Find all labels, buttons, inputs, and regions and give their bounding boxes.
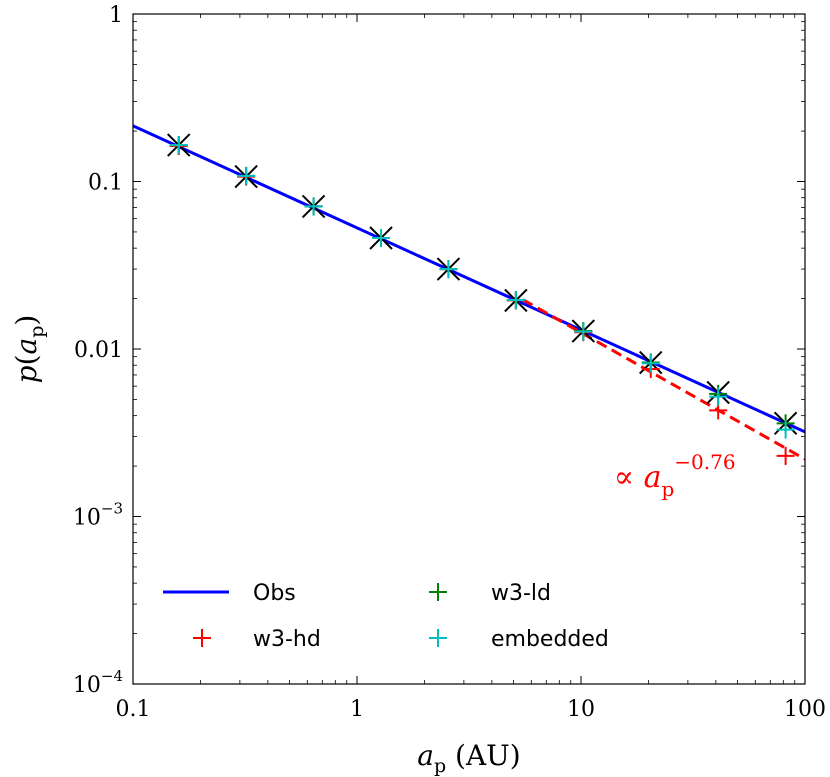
fit-annotation: ∝ ap−0.76: [614, 450, 736, 501]
legend-label-w3-hd: w3-hd: [253, 627, 321, 652]
y-tick-label: 1: [109, 3, 123, 28]
legend-label-embedded: embedded: [491, 627, 609, 652]
y-tick-label: 0.01: [74, 338, 123, 363]
legend-label-w3-ld: w3-ld: [491, 581, 551, 606]
plot-frame: [132, 13, 806, 685]
series-obs-line: [133, 124, 805, 434]
y-tick-label: 10−4: [73, 667, 123, 698]
y-tick-label: 10−3: [73, 500, 123, 531]
x-axis-label: ap (AU): [417, 739, 520, 777]
series-embedded: [169, 136, 795, 439]
series-fit-line: [522, 298, 805, 461]
y-axis-label: p(ap): [10, 315, 48, 384]
legend-label-obs: Obs: [253, 581, 296, 606]
x-tick-label: 10: [567, 697, 595, 722]
x-tick-label: 100: [784, 697, 826, 722]
y-tick-label: 0.1: [88, 171, 123, 196]
x-tick-label: 0.1: [116, 697, 151, 722]
x-tick-label: 1: [350, 697, 364, 722]
